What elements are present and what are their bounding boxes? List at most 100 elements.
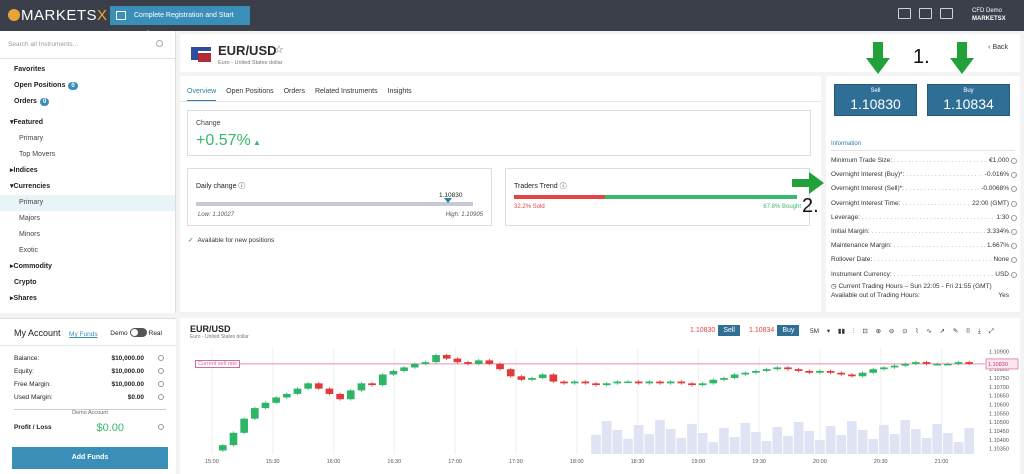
equity-label: Equity:	[14, 368, 34, 375]
help-icon[interactable]	[158, 381, 164, 387]
buy-button[interactable]: Buy 1.10834	[927, 84, 1010, 116]
tab-open-positions[interactable]: Open Positions	[226, 88, 274, 95]
tab-related-instruments[interactable]: Related Instruments	[314, 88, 378, 95]
change-card: Change +0.57% ▲	[187, 110, 811, 156]
screen-icon[interactable]	[898, 8, 911, 19]
info-row-value: €1,000	[987, 157, 1009, 164]
candle-body	[357, 383, 366, 391]
line-tool-icon[interactable]: ⌇	[915, 328, 919, 335]
trend-tool-icon[interactable]: ∿	[926, 328, 932, 335]
complete-registration-button[interactable]: Complete Registration and Start Trading	[110, 6, 250, 38]
my-funds-link[interactable]: My Funds	[69, 331, 98, 338]
zoom-in-icon[interactable]: ⊕	[875, 328, 882, 335]
candle-body	[880, 367, 888, 370]
help-icon[interactable]	[1011, 214, 1017, 221]
instrument-name: Euro - United States dollar	[218, 60, 283, 66]
search-icon[interactable]	[156, 40, 163, 47]
info-row-value: 1:30	[994, 213, 1009, 221]
help-icon[interactable]	[1011, 257, 1017, 264]
volume-bar	[676, 438, 687, 454]
help-icon[interactable]	[1011, 243, 1017, 250]
demo-real-toggle[interactable]: Demo Real	[110, 328, 162, 337]
price-chart[interactable]: 1.109001.108501.108001.107501.107001.106…	[180, 342, 1020, 474]
search-input[interactable]: Search all Instruments...	[0, 31, 175, 59]
info-row: Minimum Trade Size: . . . . . . . . . . …	[831, 157, 1017, 164]
chart-toolbar: 5M ▾ ▮▮ ⫶ ⊡ ⊕ ⊖ ⊙ ⌇ ∿ ➚ ✎ ⌷ ⤓ ⤢	[810, 327, 1000, 336]
cursor-icon[interactable]: ➚	[939, 328, 946, 335]
candle-body	[528, 378, 536, 380]
sidebar-item-commodity[interactable]: ▸Commodity	[0, 259, 175, 275]
help-icon[interactable]: ⓘ	[238, 183, 246, 190]
volume-bar	[793, 422, 804, 454]
help-icon[interactable]: ⓘ	[559, 183, 567, 190]
draw-icon[interactable]: ✎	[952, 328, 959, 335]
daily-change-card: Daily change ⓘ 1.10830 Low: 1.10027 High…	[187, 168, 492, 226]
add-funds-button[interactable]: Add Funds	[12, 447, 168, 469]
logo[interactable]: MARKETSX	[8, 7, 108, 24]
help-icon[interactable]	[158, 424, 164, 430]
current-rate-box	[985, 358, 1019, 370]
timeframe-select[interactable]: 5M ▾	[810, 328, 831, 335]
volume-bar	[697, 433, 708, 454]
camera-icon[interactable]: ⌷	[966, 328, 971, 335]
fullscreen-icon[interactable]: ⤢	[988, 328, 994, 335]
tab-insights[interactable]: Insights	[387, 88, 412, 95]
sidebar-item-orders[interactable]: Orders 0	[0, 94, 175, 110]
sidebar-item-shares[interactable]: ▸Shares	[0, 291, 175, 307]
sidebar-item-favorites[interactable]: Favorites	[0, 62, 175, 78]
account-menu[interactable]: CFD Demo MARKETSX	[972, 7, 1006, 23]
candle-body	[293, 388, 302, 394]
balance-row: Balance: $10,000.00	[14, 355, 164, 362]
indicators-icon[interactable]: ⫶	[852, 328, 855, 335]
help-icon[interactable]	[1011, 271, 1017, 278]
sidebar-item-crypto[interactable]: Crypto	[0, 275, 175, 291]
caret-down-icon: ▾	[10, 183, 14, 190]
settings-sliders-icon[interactable]	[940, 8, 953, 19]
chart-panel: EUR/USD Euro - United States dollar 1.10…	[180, 318, 1020, 474]
traders-trend-card: Traders Trend ⓘ 32.2% Sold 67.8% Bought	[505, 168, 810, 226]
help-icon[interactable]	[1011, 158, 1017, 164]
help-icon[interactable]	[158, 355, 164, 361]
sidebar-item-majors[interactable]: Majors	[0, 211, 175, 227]
candle-body	[378, 374, 387, 386]
back-button[interactable]: ‹ Back	[988, 44, 1008, 51]
info-row-value: 22:00 (GMT)	[970, 199, 1009, 207]
info-row-label: Leverage:	[831, 213, 860, 221]
help-icon[interactable]	[1011, 172, 1017, 179]
toggle-switch[interactable]	[129, 328, 147, 337]
info-row: Maintenance Margin: . . . . . . . . . . …	[831, 242, 1017, 250]
chart-type-icon[interactable]: ▮▮	[837, 328, 846, 335]
chart-buy-button[interactable]: Buy	[777, 325, 800, 336]
zoom-out-icon[interactable]: ⊖	[888, 328, 895, 335]
sidebar-item-open-positions[interactable]: Open Positions 0	[0, 78, 175, 94]
help-icon[interactable]	[1011, 229, 1017, 235]
help-icon[interactable]	[1011, 186, 1017, 193]
help-icon[interactable]	[1011, 200, 1017, 207]
candle-body	[272, 397, 280, 403]
sidebar-item-indices[interactable]: ▸Indices	[0, 163, 175, 179]
time-tick-label: 17:00	[448, 459, 462, 465]
sidebar-item-featured[interactable]: ▾Featured	[0, 115, 175, 131]
time-tick-label: 15:30	[266, 459, 280, 465]
candle-body	[453, 358, 462, 363]
candle-body	[474, 360, 483, 364]
help-icon[interactable]	[158, 368, 164, 374]
sidebar-item-currencies[interactable]: ▾Currencies	[0, 179, 175, 195]
alert-icon[interactable]: ⊡	[862, 328, 868, 335]
sidebar-item-featured-primary[interactable]: Primary	[0, 131, 175, 147]
chart-sell-button[interactable]: Sell	[718, 325, 740, 336]
help-icon[interactable]	[158, 394, 164, 400]
tab-orders[interactable]: Orders	[283, 88, 305, 95]
crosshair-icon[interactable]: ⊙	[902, 328, 908, 335]
sidebar-item-exotic[interactable]: Exotic	[0, 243, 175, 259]
tab-overview[interactable]: Overview	[187, 88, 217, 102]
sell-price: 1.10830	[850, 96, 901, 112]
favorite-star-icon[interactable]: ☆	[274, 44, 284, 56]
sidebar-item-currencies-primary[interactable]: Primary	[0, 195, 175, 211]
candle-body	[485, 360, 494, 364]
sidebar-item-top-movers[interactable]: Top Movers	[0, 147, 175, 163]
chat-icon[interactable]	[919, 8, 932, 19]
sell-button[interactable]: Sell 1.10830	[834, 84, 917, 116]
sidebar-item-minors[interactable]: Minors	[0, 227, 175, 243]
download-icon[interactable]: ⤓	[977, 328, 981, 335]
